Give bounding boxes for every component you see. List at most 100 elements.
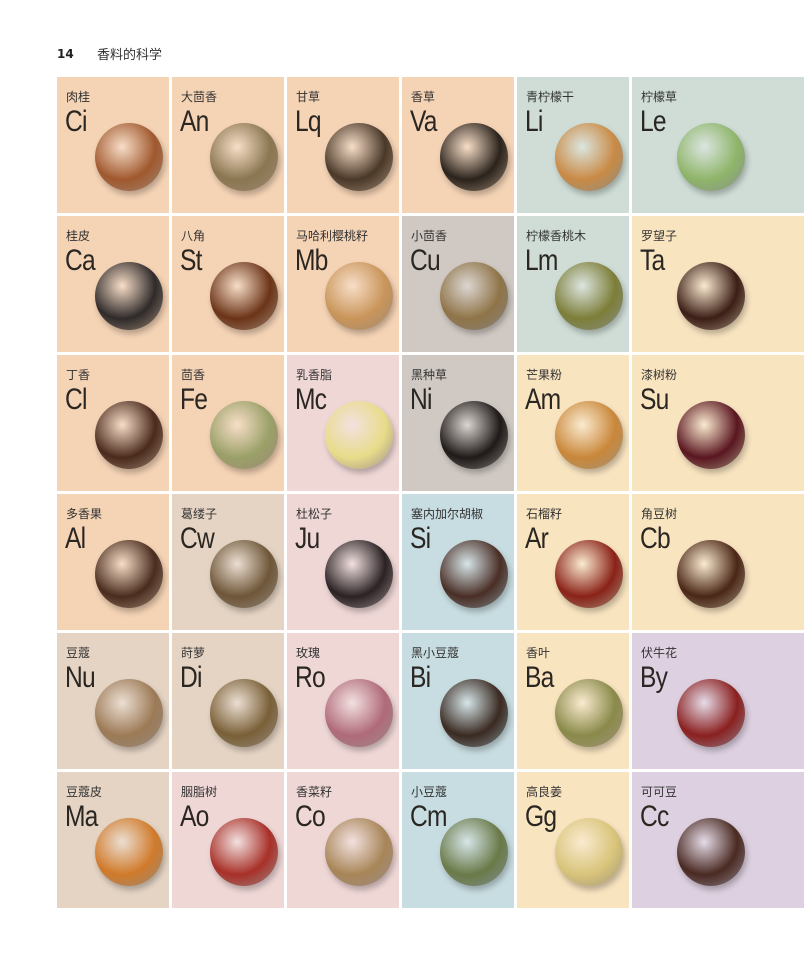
spice-cell-le: 柠檬草 Le <box>632 77 804 213</box>
spice-name: 丁香 <box>66 368 91 382</box>
spice-image <box>677 679 745 747</box>
spice-symbol: St <box>180 244 202 277</box>
spice-image <box>325 401 393 469</box>
spice-name: 玫瑰 <box>296 646 321 660</box>
spice-name: 香草 <box>411 90 436 104</box>
spice-cell-ni: 黑种草 Ni <box>402 355 514 491</box>
spice-symbol: Ca <box>65 244 96 277</box>
spice-symbol: Si <box>410 522 431 555</box>
spice-symbol: Cl <box>65 383 87 416</box>
spice-name: 黑小豆蔻 <box>411 646 460 660</box>
spice-cell-co: 香菜籽 Co <box>287 772 399 908</box>
spice-image <box>440 679 508 747</box>
spice-name: 杜松子 <box>296 507 333 521</box>
spice-symbol: Ro <box>295 661 326 694</box>
spice-symbol: Va <box>410 105 437 138</box>
spice-name: 甘草 <box>296 90 321 104</box>
spice-symbol: Nu <box>65 661 96 694</box>
spice-name: 漆树粉 <box>641 368 678 382</box>
spice-symbol: Ma <box>65 800 98 833</box>
spice-cell-lq: 甘草 Lq <box>287 77 399 213</box>
spice-name: 柠檬草 <box>641 90 678 104</box>
spice-periodic-table: 肉桂 Ci 大茴香 An 甘草 Lq 香草 Va 青柠檬干 Li 柠檬草 Le 桂皮 Ca 八角 St 马哈利樱… <box>57 77 804 908</box>
spice-symbol: Ci <box>65 105 87 138</box>
spice-image <box>325 123 393 191</box>
spice-image <box>95 262 163 330</box>
spice-symbol: Li <box>525 105 543 138</box>
spice-symbol: Al <box>65 522 86 555</box>
spice-image <box>440 123 508 191</box>
spice-name: 豆蔻皮 <box>66 785 103 799</box>
spice-image <box>440 540 508 608</box>
spice-image <box>440 818 508 886</box>
spice-name: 马哈利樱桃籽 <box>296 229 369 243</box>
spice-name: 八角 <box>181 229 206 243</box>
spice-name: 伏牛花 <box>641 646 678 660</box>
spice-name: 胭脂树 <box>181 785 218 799</box>
spice-cell-su: 漆树粉 Su <box>632 355 804 491</box>
spice-symbol: Cb <box>640 522 671 555</box>
page-number: 14 <box>57 46 74 61</box>
spice-name: 黑种草 <box>411 368 448 382</box>
spice-cell-ro: 玫瑰 Ro <box>287 633 399 769</box>
spice-image <box>555 818 623 886</box>
spice-cell-gg: 高良姜 Gg <box>517 772 629 908</box>
spice-name: 豆蔻 <box>66 646 91 660</box>
spice-image <box>210 123 278 191</box>
spice-image <box>95 123 163 191</box>
spice-name: 茴香 <box>181 368 206 382</box>
spice-cell-al: 多香果 Al <box>57 494 169 630</box>
spice-cell-an: 大茴香 An <box>172 77 284 213</box>
spice-cell-mb: 马哈利樱桃籽 Mb <box>287 216 399 352</box>
spice-name: 小茴香 <box>411 229 448 243</box>
spice-symbol: Mc <box>295 383 327 416</box>
spice-cell-fe: 茴香 Fe <box>172 355 284 491</box>
spice-cell-ao: 胭脂树 Ao <box>172 772 284 908</box>
spice-cell-cb: 角豆树 Cb <box>632 494 804 630</box>
spice-name: 乳香脂 <box>296 368 333 382</box>
spice-name: 青柠檬干 <box>526 90 575 104</box>
spice-cell-lm: 柠檬香桃木 Lm <box>517 216 629 352</box>
spice-symbol: Am <box>525 383 561 416</box>
spice-cell-ci: 肉桂 Ci <box>57 77 169 213</box>
spice-symbol: By <box>640 661 668 694</box>
spice-cell-ar: 石榴籽 Ar <box>517 494 629 630</box>
spice-name: 小豆蔻 <box>411 785 448 799</box>
spice-image <box>677 123 745 191</box>
spice-cell-nu: 豆蔻 Nu <box>57 633 169 769</box>
spice-name: 柠檬香桃木 <box>526 229 587 243</box>
spice-image <box>555 540 623 608</box>
spice-symbol: Gg <box>525 800 557 833</box>
spice-symbol: Mb <box>295 244 328 277</box>
spice-name: 桂皮 <box>66 229 91 243</box>
spice-cell-va: 香草 Va <box>402 77 514 213</box>
spice-image <box>325 818 393 886</box>
spice-image <box>440 262 508 330</box>
spice-image <box>555 679 623 747</box>
spice-symbol: Di <box>180 661 202 694</box>
spice-name: 塞内加尔胡椒 <box>411 507 484 521</box>
spice-name: 芒果粉 <box>526 368 563 382</box>
spice-image <box>210 262 278 330</box>
spice-name: 莳萝 <box>181 646 206 660</box>
spice-image <box>440 401 508 469</box>
spice-symbol: Bi <box>410 661 431 694</box>
spice-image <box>555 123 623 191</box>
spice-cell-ba: 香叶 Ba <box>517 633 629 769</box>
spice-cell-by: 伏牛花 By <box>632 633 804 769</box>
spice-cell-si: 塞内加尔胡椒 Si <box>402 494 514 630</box>
spice-symbol: An <box>180 105 209 138</box>
spice-cell-ma: 豆蔻皮 Ma <box>57 772 169 908</box>
spice-cell-am: 芒果粉 Am <box>517 355 629 491</box>
spice-symbol: Fe <box>180 383 208 416</box>
spice-image <box>95 401 163 469</box>
spice-image <box>677 401 745 469</box>
spice-symbol: Co <box>295 800 326 833</box>
spice-name: 香叶 <box>526 646 551 660</box>
spice-image <box>210 679 278 747</box>
page-title: 香料的科学 <box>97 48 163 63</box>
spice-symbol: Ar <box>525 522 549 555</box>
spice-image <box>210 401 278 469</box>
spice-image <box>555 401 623 469</box>
spice-symbol: Ta <box>640 244 665 277</box>
